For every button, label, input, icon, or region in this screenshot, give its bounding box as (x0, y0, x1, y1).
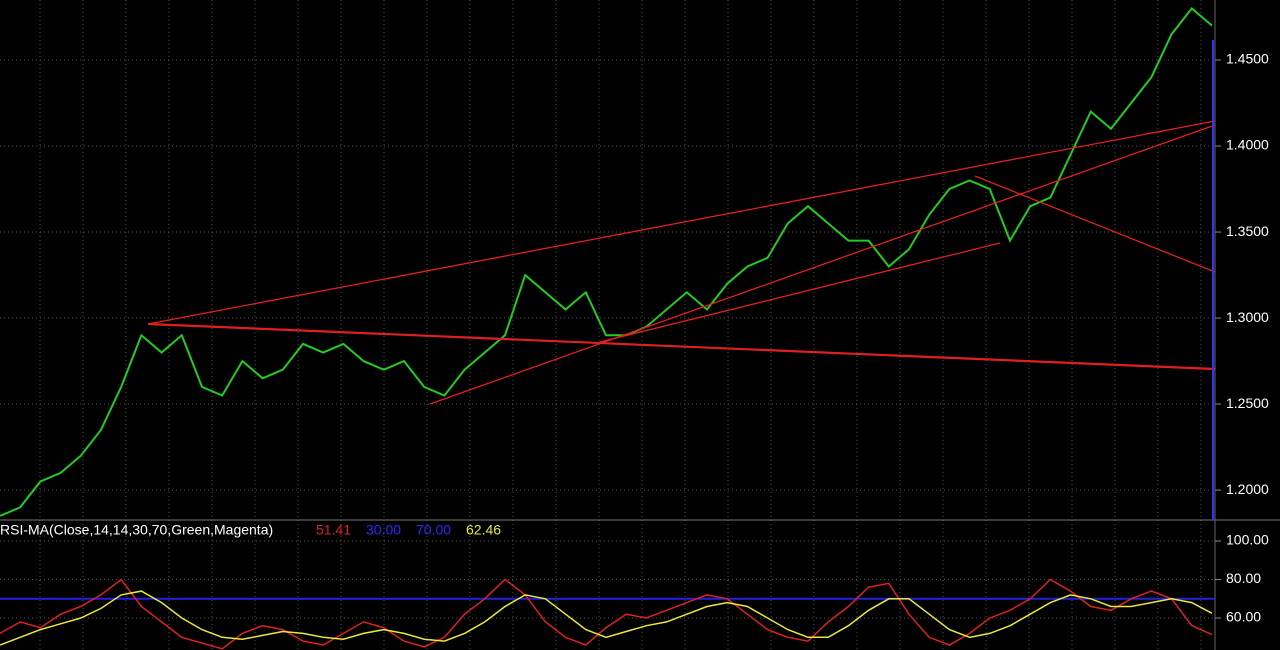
trendline (147, 120, 1216, 325)
trendline (147, 322, 1216, 371)
line-series (0, 6, 1213, 517)
rsi-panel: 60.00 80.00 100.00 (0, 532, 1269, 650)
legend-value: 62.46 (466, 522, 501, 538)
y-tick-label: 100.00 (1226, 532, 1269, 548)
y-tick-label: 1.3500 (1226, 223, 1269, 239)
legend-value: 30.00 (366, 522, 401, 538)
y-tick-label: 1.2500 (1226, 395, 1269, 411)
y-tick-label: 1.4500 (1226, 51, 1269, 67)
y-tick-label: 1.2000 (1226, 481, 1269, 497)
y-tick-label: 80.00 (1226, 570, 1261, 586)
line-series (0, 578, 1213, 650)
trendline (974, 175, 1216, 273)
indicator-title: RSI-MA(Close,14,14,30,70,Green,Magenta) (0, 522, 273, 538)
trendlines (147, 120, 1216, 405)
trendline (429, 124, 1216, 405)
y-tick-label: 1.4000 (1226, 137, 1269, 153)
line-series (0, 590, 1213, 646)
price-panel: 1.2000 1.2500 1.3000 1.3500 1.4000 1.4500 (0, 6, 1269, 517)
y-tick-label: 1.3000 (1226, 309, 1269, 325)
vertical-grid (39, 0, 1202, 650)
legend-value: 70.00 (416, 522, 451, 538)
legend-value: 51.41 (316, 522, 351, 538)
y-tick-label: 60.00 (1226, 609, 1261, 625)
trendline (599, 242, 1001, 343)
